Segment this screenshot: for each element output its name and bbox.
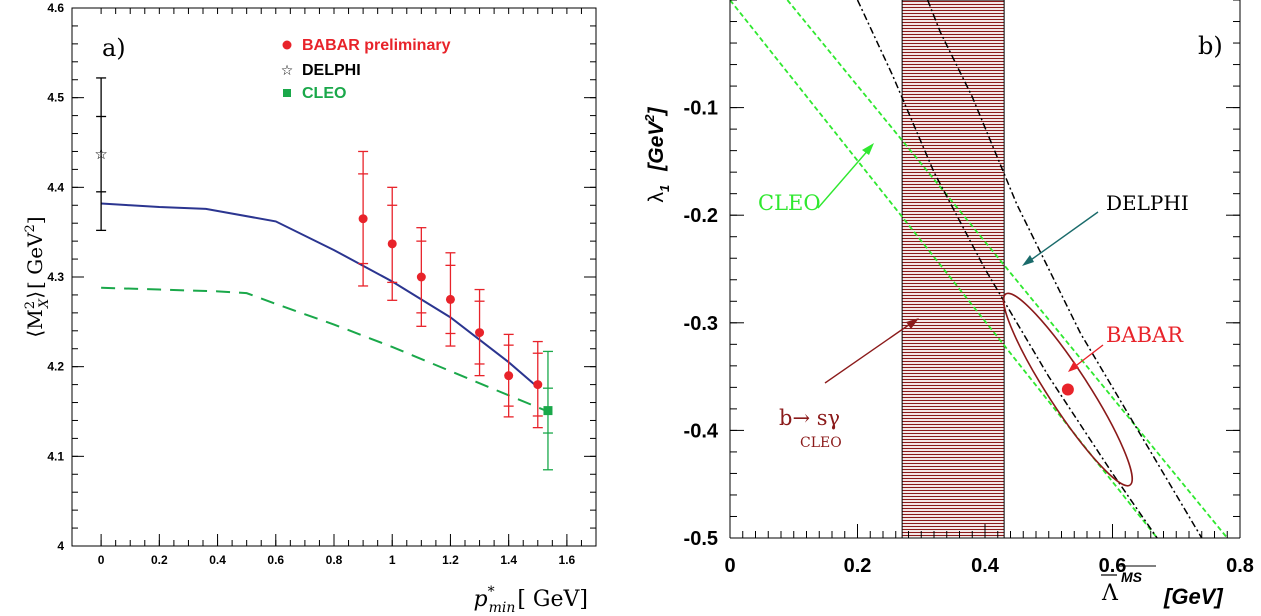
panel-a-x-axis-label: p* min[ GeV] <box>473 584 588 616</box>
svg-text:Λ: Λ <box>1101 581 1119 606</box>
bsg-band <box>901 0 1005 539</box>
babar-point <box>416 272 426 282</box>
babar-ellipse <box>1002 292 1133 487</box>
y-tick-label: -0.1 <box>684 98 718 120</box>
babar-arrow <box>1072 344 1104 369</box>
cleo-annotation: CLEO <box>758 191 821 215</box>
solid-curve <box>101 202 539 389</box>
panel-a-label: a) <box>102 34 126 62</box>
cleo-point <box>543 406 553 416</box>
legend-label: BABAR preliminary <box>302 37 451 54</box>
x-tick-label: 0.2 <box>844 555 872 577</box>
babar-point <box>475 328 485 338</box>
panel-a: 0 0.2 0.4 0.6 0.8 1 1.2 1.4 1.6 4 4.1 4.2 4.3 4.4 4.5 4… <box>23 1 597 616</box>
legend-label: DELPHI <box>302 62 361 79</box>
y-tick-label: -0.2 <box>684 205 718 227</box>
panel-b-x-axis-label: Λ MS [GeV] <box>1101 565 1223 609</box>
x-tick-label: 0.8 <box>1226 555 1254 577</box>
x-tick-label: 1.2 <box>442 553 459 567</box>
panel-b-ellipse <box>1002 292 1133 487</box>
babar-point <box>1061 383 1074 396</box>
x-tick-label: 0.6 <box>267 553 284 567</box>
y-tick-label: -0.5 <box>684 528 718 550</box>
panel-b-label: b) <box>1198 32 1223 60</box>
legend-marker-delphi: ☆ <box>281 62 294 78</box>
x-tick-label: 0.2 <box>151 553 168 567</box>
x-tick-label: 1.4 <box>500 553 517 567</box>
bsg-annotation: b→ sγ <box>779 406 840 430</box>
legend-marker-cleo <box>283 89 291 97</box>
y-tick-label: 4.5 <box>47 91 64 105</box>
y-tick-label: 4.6 <box>47 1 64 15</box>
babar-point <box>533 380 543 390</box>
x-tick-label: 0.8 <box>326 553 343 567</box>
babar-point <box>387 239 397 249</box>
delphi-annotation: DELPHI <box>1106 191 1189 215</box>
cleo-band-line <box>786 0 1228 538</box>
delphi-contour-line <box>926 0 1203 538</box>
babar-point <box>504 371 514 381</box>
babar-point <box>358 214 368 224</box>
x-tick-label: 0.4 <box>209 553 226 567</box>
x-tick-label: 1.6 <box>559 553 576 567</box>
cleo-arrow <box>817 147 871 209</box>
bsg-arrow <box>824 321 914 384</box>
panel-b-y-axis-label: λ1[GeV2] <box>642 107 672 203</box>
dashed-curve <box>101 286 549 413</box>
bsg-band-rect <box>901 0 1005 539</box>
svg-text:[GeV]: [GeV] <box>1163 584 1223 609</box>
y-tick-label: 4.4 <box>47 180 64 194</box>
legend-label: CLEO <box>302 85 346 102</box>
panel-a-ticks: 0 0.2 0.4 0.6 0.8 1 1.2 1.4 1.6 4 4.1 4.2 4.3 4.4 4.5 4… <box>47 1 597 567</box>
babar-point <box>445 294 455 304</box>
babar-annotation: BABAR <box>1106 323 1184 347</box>
x-tick-label: 0.6 <box>1099 555 1127 577</box>
panel-a-points: ☆ <box>94 77 553 471</box>
x-tick-label: 0 <box>724 555 735 577</box>
delphi-point: ☆ <box>94 146 107 163</box>
svg-text:MS: MS <box>1121 569 1143 585</box>
panel-b: 0 0.2 0.4 0.6 0.8 -0.1 -0.2 -0.3 -0.4 -0.5 b) λ1[… <box>642 0 1254 609</box>
bsg-annotation-sub: CLEO <box>800 435 842 451</box>
x-tick-label: 0.4 <box>971 555 1000 577</box>
y-tick-label: 4.3 <box>47 270 64 284</box>
y-tick-label: 4.1 <box>47 449 64 463</box>
legend-marker-babar <box>282 40 292 50</box>
y-tick-label: -0.3 <box>684 313 718 335</box>
y-tick-label: -0.4 <box>684 420 719 442</box>
x-tick-label: 1 <box>389 553 396 567</box>
panel-b-ticks: 0 0.2 0.4 0.6 0.8 -0.1 -0.2 -0.3 -0.4 -0.5 <box>684 0 1254 577</box>
x-tick-label: 0 <box>98 553 105 567</box>
panel-a-curves <box>101 202 549 413</box>
annotation-arrows <box>817 143 1104 384</box>
panel-a-y-axis-label: ⟨M2X⟩[ GeV2] <box>23 216 52 337</box>
delphi-arrow <box>1027 211 1099 263</box>
panel-a-legend: BABAR preliminary ☆ DELPHI CLEO <box>281 37 451 102</box>
y-tick-label: 4 <box>57 539 64 553</box>
y-tick-label: 4.2 <box>47 360 64 374</box>
